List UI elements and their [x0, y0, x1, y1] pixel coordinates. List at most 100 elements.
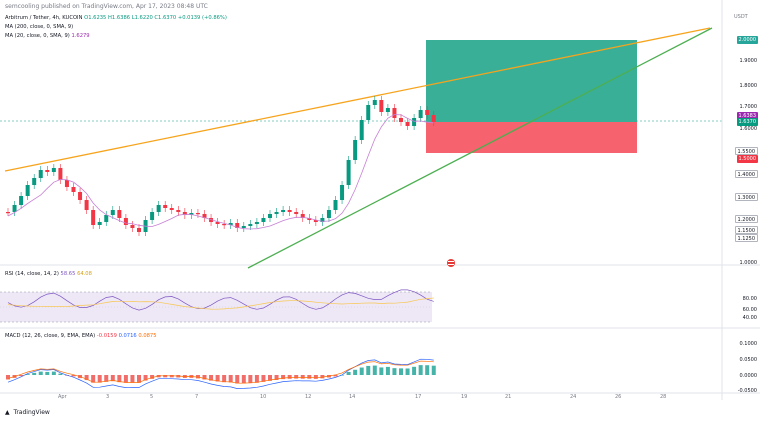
macd-histogram-bar	[431, 365, 436, 375]
macd-histogram-bar	[143, 375, 148, 381]
time-label-3: 3	[106, 394, 110, 400]
macd-histogram-bar	[241, 375, 246, 384]
rsi-tick-80: 80.00	[742, 296, 757, 302]
last-price-tag: 1.6370	[736, 118, 758, 126]
macd-histogram-bar	[300, 375, 305, 379]
macd-histogram-bar	[195, 375, 200, 379]
macd-histogram-bar	[261, 375, 266, 382]
symbol-name[interactable]: Arbitrum / Tether, 4h, KUCOIN	[5, 15, 83, 21]
candle-body	[300, 214, 305, 218]
macd-histogram-bar	[353, 369, 358, 375]
candle-body	[6, 212, 10, 214]
ma20-line	[7, 114, 434, 230]
rsi-label: RSI (14, close, 14, 2)	[5, 271, 59, 277]
macd-histogram-bar	[71, 375, 76, 377]
candle-body	[91, 210, 96, 225]
time-label-26: 26	[615, 394, 622, 400]
ma20-legend[interactable]: MA (20, close, 0, SMA, 9) 1.6279	[5, 33, 90, 39]
time-label-24: 24	[570, 394, 577, 400]
macd-histogram-bar	[51, 371, 56, 375]
macd-histogram-bar	[235, 375, 240, 384]
macd-histogram-bar	[130, 375, 135, 383]
candle-body	[25, 185, 30, 196]
target-zone	[426, 40, 637, 122]
time-label-21: 21	[505, 394, 512, 400]
price-axis[interactable]: USDT 1.9000 1.8000 1.7000 1.6000 1.0000 …	[722, 0, 760, 400]
candle-body	[359, 120, 364, 140]
macd-histogram-bar	[150, 375, 155, 379]
macd-histogram-bar	[25, 374, 30, 375]
rsi-ma-line	[7, 297, 434, 310]
macd-label: MACD (12, 26, close, 9, EMA, EMA)	[5, 333, 96, 339]
macd-histogram-bar	[418, 365, 423, 375]
candle-body	[117, 210, 122, 218]
macd-histogram-bar	[268, 375, 272, 381]
footer-brand[interactable]: ▲ TradingView	[5, 409, 50, 416]
macd-histogram-bar	[307, 375, 312, 379]
candle-body	[261, 218, 266, 222]
candle-body	[307, 218, 312, 220]
candle-body	[320, 218, 325, 222]
macd-histogram-bar	[248, 375, 253, 384]
candle-body	[366, 105, 371, 120]
macd-tick-neg: -0.0500	[737, 388, 757, 394]
macd-histogram-bar	[281, 375, 286, 380]
candle-body	[78, 192, 83, 200]
ma200-legend[interactable]: MA (200, close, 0, SMA, 9)	[5, 24, 74, 30]
macd-histogram-bar	[320, 375, 325, 379]
candle-body	[333, 200, 338, 210]
ohlc-low: L1.6220	[131, 15, 153, 21]
time-label-19: 19	[461, 394, 468, 400]
target-price-tag: 2.0000	[736, 36, 758, 44]
candle-body	[294, 212, 299, 214]
time-label-28: 28	[660, 394, 667, 400]
time-label-14: 14	[349, 394, 356, 400]
symbol-legend: Arbitrum / Tether, 4h, KUCOIN O1.6235 H1…	[5, 15, 227, 21]
macd-signal-line	[7, 360, 434, 384]
candle-body	[189, 213, 194, 215]
rsi-tick-40: 40.00	[742, 315, 757, 321]
macd-histogram-bar	[274, 375, 279, 381]
candle-body	[235, 223, 240, 228]
macd-histogram-bar	[156, 375, 161, 378]
candle-body	[326, 210, 331, 218]
candle-body	[215, 222, 220, 224]
macd-histogram-bar	[379, 367, 384, 375]
macd-histogram-bar	[287, 375, 292, 379]
ma-price-tag: 1.6383	[736, 112, 758, 120]
rsi-legend[interactable]: RSI (14, close, 14, 2) 58.65 64.08	[5, 271, 92, 277]
macd-histogram-bar	[91, 375, 96, 383]
candle-body	[123, 218, 128, 225]
level-4-tag: 1.2000	[734, 215, 758, 223]
macd-legend[interactable]: MACD (12, 26, close, 9, EMA, EMA) -0.015…	[5, 333, 157, 339]
time-label-apr: Apr	[58, 394, 67, 400]
macd-histogram-bar	[6, 375, 10, 380]
macd-histogram-bar	[392, 368, 397, 375]
stop-zone	[426, 122, 637, 153]
macd-histogram-bar	[294, 375, 299, 379]
ohlc-close: C1.6370	[154, 15, 177, 21]
candle-body	[71, 187, 76, 192]
rsi-value: 58.65	[60, 271, 76, 277]
candle-body	[241, 226, 246, 228]
candle-body	[274, 212, 279, 214]
candle-body	[137, 228, 141, 232]
macd-histogram-bar	[97, 375, 102, 383]
candles-group	[6, 96, 436, 236]
candle-body	[110, 210, 115, 215]
macd-histogram-bar	[385, 366, 390, 375]
candle-body	[268, 214, 272, 218]
tick-1-0: 1.0000	[739, 260, 758, 266]
candle-body	[130, 225, 135, 228]
macd-histogram-bar	[137, 375, 141, 383]
time-axis[interactable]: Apr 3 5 7 10 12 14 17 19 21 24 26 28	[0, 394, 722, 402]
macd-hist-value: -0.0159	[96, 333, 117, 339]
macd-tick-0-05: 0.0500	[739, 357, 758, 363]
candle-body	[58, 168, 63, 180]
candle-body	[254, 222, 259, 224]
candle-body	[38, 170, 43, 178]
ohlc-change: +0.0139 (+0.86%)	[177, 15, 227, 21]
macd-histogram-bar	[425, 365, 430, 375]
macd-histogram-bar	[110, 375, 115, 382]
